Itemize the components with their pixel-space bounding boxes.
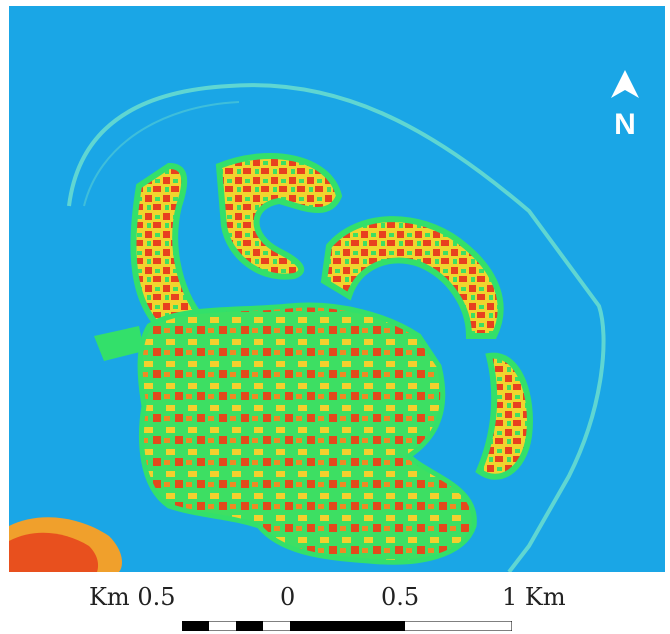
land-surface-map [9,83,606,572]
north-arrow-icon: N [611,70,639,140]
breakwater-outline [67,83,606,572]
scale-bar [182,621,512,631]
land-southwest-core [9,532,99,572]
scale-label-half: 0.5 [381,583,420,611]
land-central-city [137,302,477,565]
scale-seg-2 [236,621,263,631]
land-northeast-arc [320,216,504,339]
north-label: N [614,108,636,140]
scale-seg-1 [182,621,209,631]
scale-label-left: Km 0.5 [89,583,176,611]
scale-labels: Km 0.5 0 0.5 1 Km [0,583,670,613]
scale-seg-3 [290,621,405,631]
land-east-island [475,352,533,480]
breakwater-inner [83,101,240,207]
heat-map: N [9,6,665,572]
land-west-jetty [94,326,144,361]
scale-label-right: 1 Km [502,583,566,611]
scale-label-zero: 0 [280,583,296,611]
land-hook-island [215,153,343,280]
land-west-arm [130,162,215,340]
